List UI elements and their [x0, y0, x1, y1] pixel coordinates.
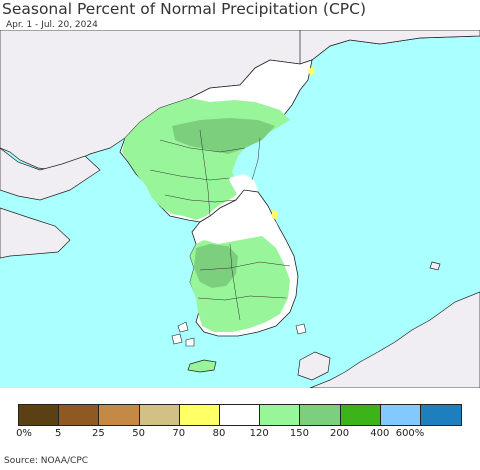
land-liaodong — [0, 147, 101, 201]
legend-tick-label: 5 — [55, 428, 62, 439]
precipitation-map — [0, 30, 480, 388]
map-title: Seasonal Percent of Normal Precipitation… — [2, 0, 367, 18]
legend-swatch-4 — [179, 405, 220, 425]
legend-tick-label: 120 — [249, 428, 269, 439]
legend-swatch-3 — [139, 405, 180, 425]
legend-swatch-2 — [99, 405, 140, 425]
legend-tick-label: 50 — [132, 428, 145, 439]
legend-swatch-5 — [219, 405, 261, 425]
land-japan-kyushu — [297, 351, 331, 381]
north-korea-well-above-normal — [172, 118, 275, 154]
legend-tick-label: 80 — [212, 428, 226, 439]
legend-tick-label: 25 — [92, 428, 105, 439]
land-shandong — [0, 207, 71, 259]
legend-tick-label: 200 — [330, 428, 350, 439]
legend-swatch-8 — [340, 405, 381, 425]
province-borders — [149, 129, 291, 321]
land-japan — [309, 291, 480, 388]
south-korea-well-above-normal — [194, 244, 238, 288]
southern-islands — [171, 321, 307, 347]
date-range: Apr. 1 - Jul. 20, 2024 — [6, 20, 98, 30]
legend-swatch-1 — [59, 405, 100, 425]
legend-swatch-6 — [260, 405, 301, 425]
legend-swatch-9 — [380, 405, 421, 425]
land-japan-island — [429, 261, 441, 271]
legend-tick-label: 70 — [172, 428, 186, 439]
legend-swatch-0 — [19, 405, 60, 425]
jeju-island — [187, 359, 217, 373]
legend-tick-label: 600% — [395, 428, 425, 439]
legend-swatch-7 — [300, 405, 341, 425]
data-source: Source: NOAA/CPC — [4, 456, 89, 466]
below-normal-patch-north — [308, 66, 315, 76]
legend-tick-label: 0% — [16, 428, 32, 439]
legend-swatch-10 — [420, 405, 462, 425]
below-normal-patch-east — [272, 210, 278, 220]
legend-tick-label: 150 — [289, 428, 309, 439]
legend-tick-label: 400 — [370, 428, 390, 439]
south-korea-normal-patch — [258, 210, 284, 244]
legend-bar — [18, 404, 463, 426]
land-russia — [299, 30, 480, 65]
legend-ticks: 0% 5 25 50 70 80 120 150 200 400 600% — [0, 428, 480, 442]
